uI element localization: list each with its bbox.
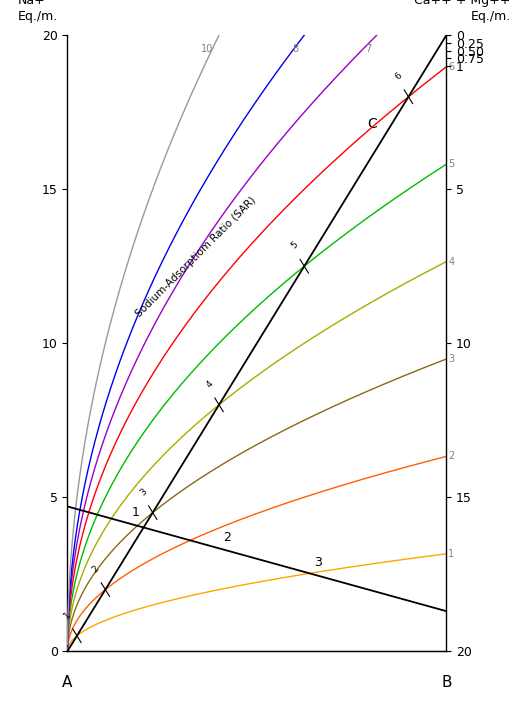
Text: 7: 7: [365, 44, 371, 54]
Text: 2: 2: [223, 531, 230, 543]
Text: 1: 1: [62, 610, 73, 620]
Text: A: A: [62, 674, 73, 690]
Text: 10: 10: [201, 44, 213, 54]
Text: 3: 3: [313, 555, 321, 569]
Text: Ca++ + Mg++
Eq./m.: Ca++ + Mg++ Eq./m.: [414, 0, 511, 23]
Text: 4: 4: [204, 379, 215, 389]
Text: Na+
Eq./m.: Na+ Eq./m.: [18, 0, 59, 23]
Text: C: C: [367, 117, 376, 131]
Text: 1: 1: [448, 549, 454, 559]
Text: 5: 5: [448, 159, 455, 169]
Text: 2: 2: [448, 451, 455, 461]
Text: 4: 4: [448, 256, 454, 267]
Text: Sodium-Adsorptiom Ratio (SAR): Sodium-Adsorptiom Ratio (SAR): [134, 194, 258, 318]
Text: 6: 6: [448, 62, 454, 72]
Text: B: B: [441, 674, 452, 690]
Text: 3: 3: [138, 486, 148, 497]
Text: 2: 2: [91, 564, 101, 574]
Text: 8: 8: [292, 44, 298, 54]
Text: 5: 5: [290, 240, 300, 251]
Text: 3: 3: [448, 354, 454, 364]
Text: 6: 6: [394, 71, 404, 82]
Text: 1: 1: [132, 505, 140, 519]
